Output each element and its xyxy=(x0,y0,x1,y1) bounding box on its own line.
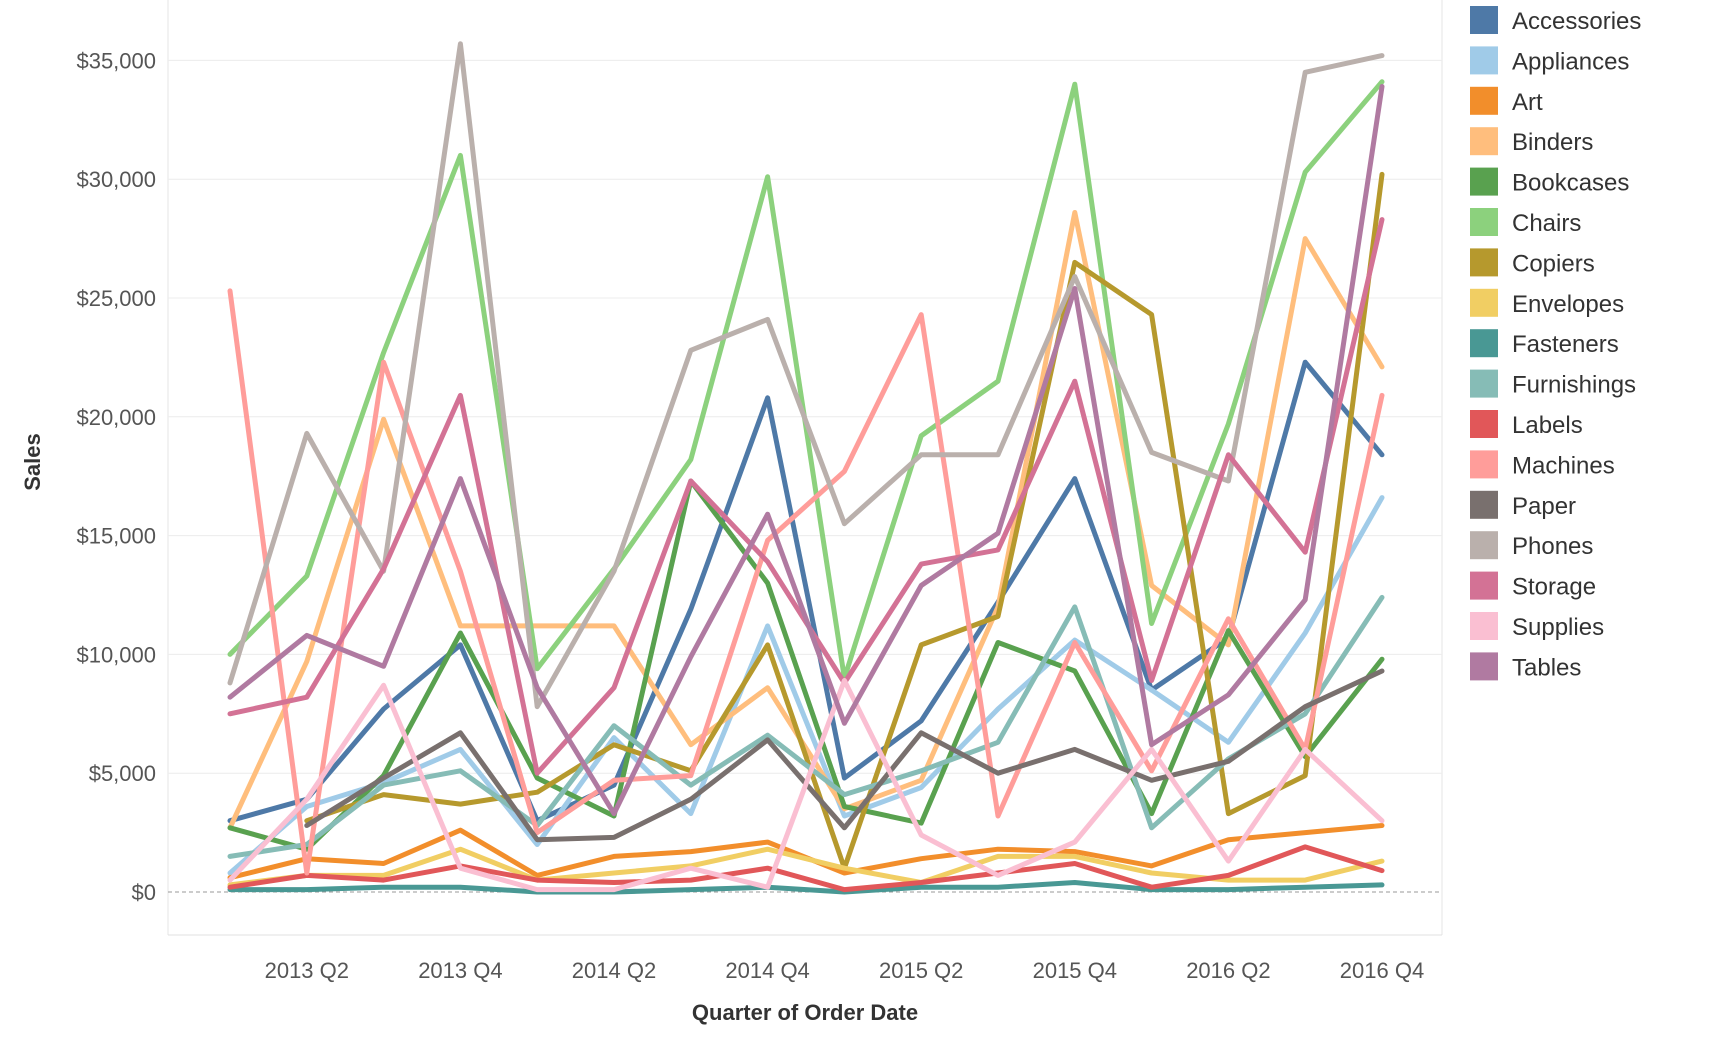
legend-label: Binders xyxy=(1512,129,1593,156)
legend-item-phones[interactable]: Phones xyxy=(1470,531,1593,560)
legend-swatch xyxy=(1470,248,1498,277)
legend-label: Furnishings xyxy=(1512,372,1636,399)
legend-swatch xyxy=(1470,410,1498,438)
series-line-supplies xyxy=(227,678,1385,893)
legend-swatch xyxy=(1470,46,1498,75)
series-line-phones xyxy=(227,41,1385,710)
series-lines xyxy=(227,41,1385,895)
legend-item-furnishings[interactable]: Furnishings xyxy=(1470,369,1636,399)
x-tick-label: 2016 Q4 xyxy=(1340,958,1424,983)
y-tick-label: $15,000 xyxy=(76,524,156,549)
x-tick-label: 2015 Q4 xyxy=(1033,958,1117,983)
legend-label: Appliances xyxy=(1512,48,1629,75)
y-axis-ticks: $0 $5,000 $10,000 $15,000 $20,000 $25,000 $30,… xyxy=(76,48,156,905)
x-tick-label: 2013 Q2 xyxy=(265,958,349,983)
legend-label: Labels xyxy=(1512,412,1583,439)
series-line-machines xyxy=(227,288,1385,876)
series-line-labels xyxy=(227,844,1385,893)
legend-item-labels[interactable]: Labels xyxy=(1470,410,1583,439)
legend-swatch xyxy=(1470,531,1498,560)
legend-item-paper[interactable]: Paper xyxy=(1470,490,1576,520)
y-tick-label: $25,000 xyxy=(76,286,156,311)
legend-swatch xyxy=(1470,167,1498,196)
legend-label: Envelopes xyxy=(1512,291,1624,318)
legend-label: Art xyxy=(1512,89,1543,116)
legend-label: Chairs xyxy=(1512,210,1581,237)
series-line-binders xyxy=(227,210,1385,831)
series-line-paper xyxy=(304,668,1385,843)
series-line-accessories xyxy=(227,359,1385,824)
legend-swatch xyxy=(1470,490,1498,519)
legend-item-machines[interactable]: Machines xyxy=(1470,450,1615,479)
legend-swatch xyxy=(1470,652,1498,681)
legend-item-art[interactable]: Art xyxy=(1470,86,1543,116)
legend-label: Tables xyxy=(1512,654,1581,681)
legend[interactable]: Accessories Appliances Art Binders Bookcases… xyxy=(1470,6,1641,681)
x-tick-label: 2015 Q2 xyxy=(879,958,963,983)
legend-label: Copiers xyxy=(1512,250,1595,277)
legend-label: Paper xyxy=(1512,493,1576,520)
legend-item-accessories[interactable]: Accessories xyxy=(1470,6,1641,35)
y-tick-label: $5,000 xyxy=(89,761,156,786)
legend-swatch xyxy=(1470,6,1498,34)
x-tick-label: 2016 Q2 xyxy=(1186,958,1270,983)
x-axis-ticks: 2013 Q2 2013 Q4 2014 Q2 2014 Q4 2015 Q2 2015 … xyxy=(265,958,1425,983)
legend-label: Accessories xyxy=(1512,8,1641,35)
y-tick-label: $30,000 xyxy=(76,167,156,192)
gridlines xyxy=(167,0,1443,936)
legend-swatch xyxy=(1470,450,1498,479)
legend-item-appliances[interactable]: Appliances xyxy=(1470,46,1629,75)
legend-label: Fasteners xyxy=(1512,331,1619,358)
x-tick-label: 2014 Q4 xyxy=(725,958,809,983)
legend-swatch xyxy=(1470,208,1498,236)
legend-swatch xyxy=(1470,369,1498,398)
legend-label: Phones xyxy=(1512,533,1593,560)
legend-label: Supplies xyxy=(1512,614,1604,641)
legend-swatch xyxy=(1470,612,1498,640)
legend-item-envelopes[interactable]: Envelopes xyxy=(1470,288,1624,318)
legend-item-copiers[interactable]: Copiers xyxy=(1470,248,1595,277)
y-tick-label: $10,000 xyxy=(76,642,156,667)
legend-label: Machines xyxy=(1512,452,1615,479)
legend-label: Storage xyxy=(1512,574,1596,601)
legend-swatch xyxy=(1470,86,1498,115)
legend-swatch xyxy=(1470,288,1498,317)
legend-label: Bookcases xyxy=(1512,170,1629,197)
x-tick-label: 2013 Q4 xyxy=(418,958,502,983)
y-tick-label: $20,000 xyxy=(76,405,156,430)
x-axis-title: Quarter of Order Date xyxy=(692,1000,918,1025)
legend-item-bookcases[interactable]: Bookcases xyxy=(1470,167,1629,197)
series-line-tables xyxy=(227,84,1385,817)
y-tick-label: $0 xyxy=(132,880,156,905)
legend-item-tables[interactable]: Tables xyxy=(1470,652,1581,681)
y-tick-label: $35,000 xyxy=(76,48,156,73)
series-line-bookcases xyxy=(227,478,1385,852)
legend-item-chairs[interactable]: Chairs xyxy=(1470,208,1581,237)
legend-swatch xyxy=(1470,127,1498,156)
legend-swatch xyxy=(1470,329,1498,358)
legend-item-storage[interactable]: Storage xyxy=(1470,571,1596,601)
series-line-envelopes xyxy=(227,846,1385,888)
legend-item-fasteners[interactable]: Fasteners xyxy=(1470,329,1619,358)
x-tick-label: 2014 Q2 xyxy=(572,958,656,983)
y-axis-title: Sales xyxy=(20,433,45,491)
legend-item-binders[interactable]: Binders xyxy=(1470,127,1593,156)
legend-item-supplies[interactable]: Supplies xyxy=(1470,612,1604,641)
legend-swatch xyxy=(1470,571,1498,600)
series-line-fasteners xyxy=(227,880,1385,895)
